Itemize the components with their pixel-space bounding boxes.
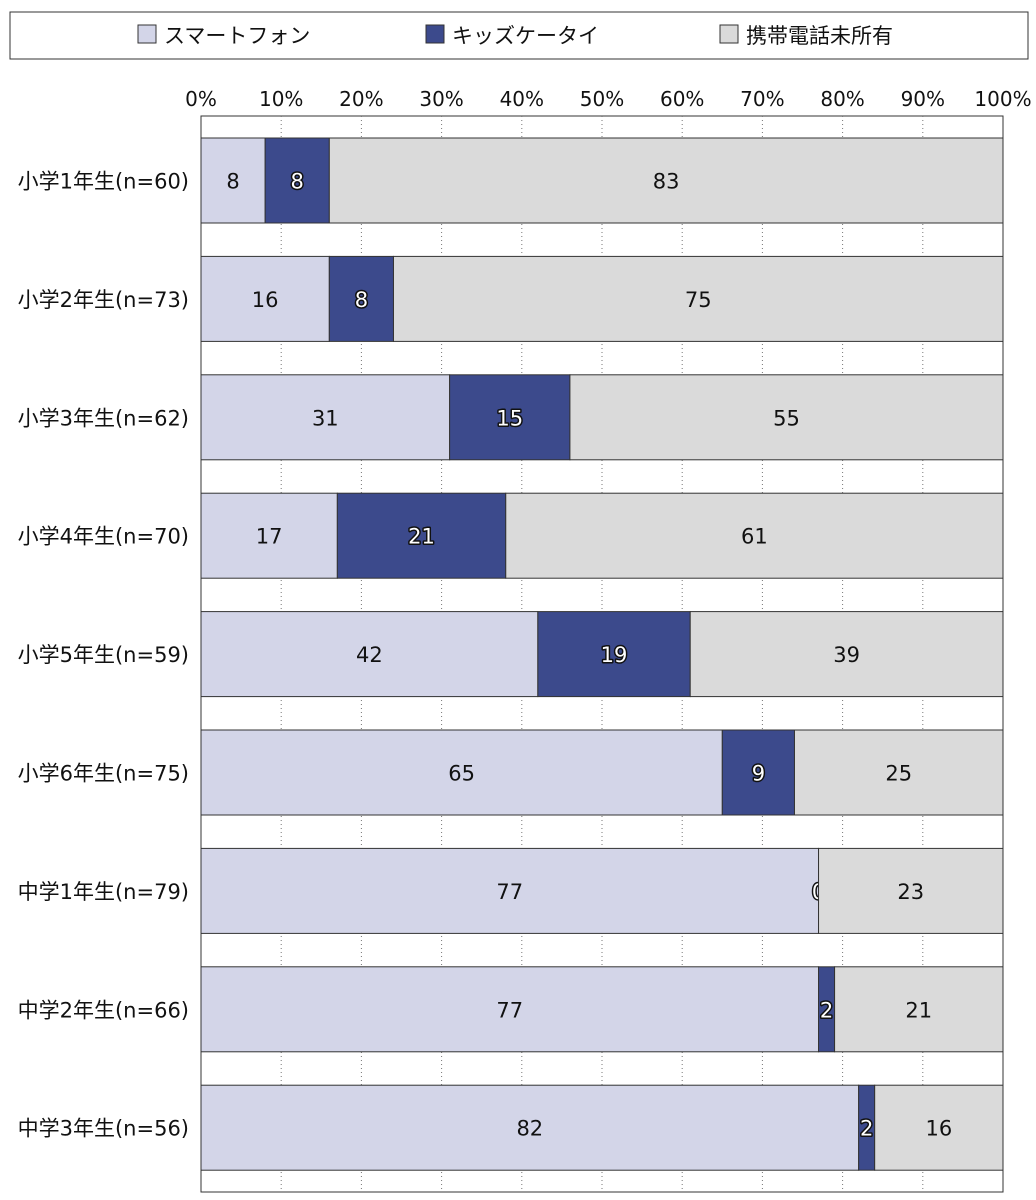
bar-segment <box>200 255 330 342</box>
x-tick-label: 60% <box>660 87 704 111</box>
bar-segment <box>200 611 539 698</box>
bar-segment <box>200 374 451 461</box>
bar-segment <box>328 255 394 342</box>
data-label: 15 <box>496 406 523 430</box>
bar-segment <box>689 611 1004 698</box>
data-label: 77 <box>496 880 523 904</box>
data-label: 83 <box>653 170 680 194</box>
data-label: 8 <box>355 288 368 312</box>
x-tick-label: 50% <box>580 87 624 111</box>
data-label: 19 <box>601 643 628 667</box>
data-label: 77 <box>496 998 523 1022</box>
category-label: 中学2年生(n=66) <box>18 998 189 1022</box>
data-label: 55 <box>773 406 800 430</box>
data-label: 25 <box>885 762 912 786</box>
legend-swatch <box>719 24 739 44</box>
category-label: 小学5年生(n=59) <box>18 643 189 667</box>
legend: スマートフォン キッズケータイ 携帯電話未所有 <box>9 11 1029 60</box>
x-tick-label: 10% <box>259 87 303 111</box>
legend-swatch <box>137 24 157 44</box>
data-label: 2 <box>860 1117 873 1141</box>
data-label: 16 <box>925 1117 952 1141</box>
x-tick-label: 70% <box>740 87 784 111</box>
bar-segment <box>200 492 338 579</box>
bar-segment <box>200 966 820 1053</box>
data-label: 8 <box>291 170 304 194</box>
x-axis-ticks: 0% 10% 20% 30% 40% 50% 60% 70% 80% 90% 100% <box>185 87 1031 111</box>
data-label: 21 <box>408 525 435 549</box>
category-label: 中学1年生(n=79) <box>18 880 189 904</box>
bar-segment <box>200 137 266 224</box>
category-label: 小学1年生(n=60) <box>18 170 189 194</box>
data-label: 17 <box>256 525 283 549</box>
bar-segment <box>328 137 1004 224</box>
bar-segment <box>200 1084 860 1171</box>
data-label: 8 <box>226 170 239 194</box>
legend-label: キッズケータイ <box>452 24 599 48</box>
bar-segment <box>392 255 1004 342</box>
data-label: 23 <box>897 880 924 904</box>
category-label: 小学4年生(n=70) <box>18 525 189 549</box>
bar-segment <box>200 847 820 934</box>
data-label: 31 <box>312 406 339 430</box>
bar-segment <box>793 729 1004 816</box>
bar-segment <box>200 729 723 816</box>
legend-label: スマートフォン <box>164 24 310 48</box>
bar-segment <box>264 137 330 224</box>
category-label: 小学3年生(n=62) <box>18 406 189 430</box>
bar-segment <box>505 492 1004 579</box>
category-label: 小学2年生(n=73) <box>18 288 189 312</box>
data-label: 82 <box>516 1117 543 1141</box>
bar-segment <box>834 966 1004 1053</box>
data-label: 2 <box>820 998 833 1022</box>
legend-box <box>9 11 1029 60</box>
bar-segment <box>569 374 1004 461</box>
data-label: 61 <box>741 525 768 549</box>
data-label: 75 <box>685 288 712 312</box>
data-label: 21 <box>905 998 932 1022</box>
x-tick-label: 0% <box>185 87 217 111</box>
x-tick-label: 90% <box>901 87 945 111</box>
bar-segment <box>449 374 571 461</box>
data-label: 9 <box>752 762 765 786</box>
x-tick-label: 80% <box>820 87 864 111</box>
category-label: 中学3年生(n=56) <box>18 1117 189 1141</box>
data-label: 39 <box>833 643 860 667</box>
data-label: 42 <box>356 643 383 667</box>
bar-segment <box>874 1084 1004 1171</box>
data-label: 16 <box>252 288 279 312</box>
bar-segment <box>537 611 691 698</box>
category-labels: 小学1年生(n=60) 小学2年生(n=73) 小学3年生(n=62) 小学4年生(n… <box>18 170 189 1141</box>
x-tick-label: 40% <box>500 87 544 111</box>
legend-label: 携帯電話未所有 <box>746 24 893 48</box>
x-tick-label: 100% <box>974 87 1031 111</box>
bar-segment <box>336 492 507 579</box>
bar-segment <box>721 729 795 816</box>
x-tick-label: 30% <box>419 87 463 111</box>
plot-area: 8883168753115551721614219396592577023772… <box>200 115 1004 1193</box>
data-label: 65 <box>448 762 475 786</box>
bar-segment <box>818 847 1004 934</box>
x-tick-label: 20% <box>339 87 383 111</box>
category-label: 小学6年生(n=75) <box>18 762 189 786</box>
legend-swatch <box>425 24 445 44</box>
